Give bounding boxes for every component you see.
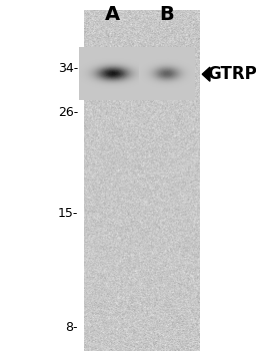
Text: B: B [159,5,174,24]
Text: 15-: 15- [58,207,78,220]
Text: 8-: 8- [66,321,78,334]
Polygon shape [202,67,210,81]
Text: GTRP1: GTRP1 [207,65,256,83]
Text: 34-: 34- [58,62,78,75]
Text: 26-: 26- [58,106,78,119]
Text: A: A [105,5,120,24]
